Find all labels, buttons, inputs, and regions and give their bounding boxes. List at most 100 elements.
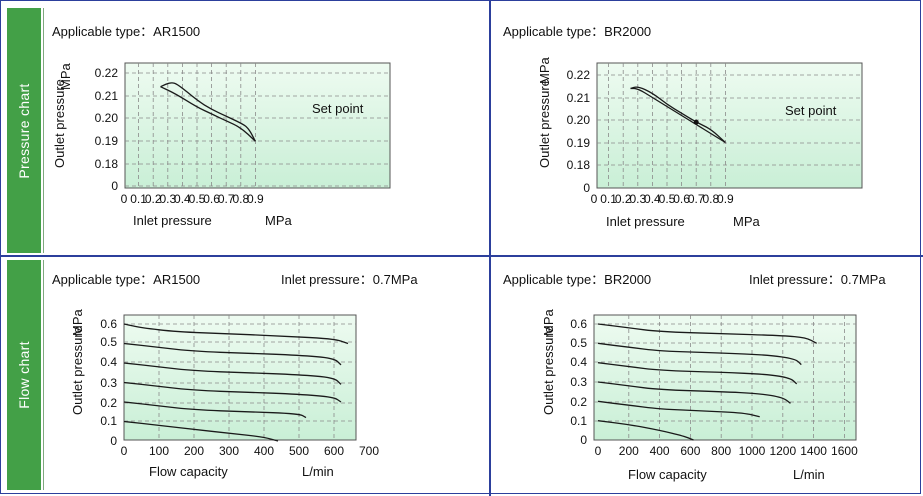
flow-ar1500-y-axis-unit: MPa (70, 309, 85, 337)
flow-ar1500-x-axis-unit: L/min (302, 464, 334, 479)
flow-br2000-y-tick-label: 0.3 (570, 375, 587, 389)
column-divider (489, 0, 491, 496)
pressure-ar1500-y-tick-label: 0.22 (95, 66, 119, 80)
flow-ar1500-x-tick-label: 300 (219, 444, 239, 458)
flow-br2000-x-tick-label: 800 (711, 444, 731, 458)
pressure-ar1500-x-tick-label: 0.5 (189, 192, 206, 206)
pressure-ar1500-y-axis-unit: MPa (58, 63, 73, 91)
flow-br2000-y-tick-label: 0.1 (570, 414, 587, 428)
pressure-br2000-y-axis-label: Outlet pressure (537, 79, 552, 168)
flow-ar1500-y-tick-label: 0 (110, 434, 117, 448)
flow-br2000-y-tick-label: 0 (580, 433, 587, 447)
pressure-br2000-set-point-marker (693, 119, 699, 125)
pressure-br2000-x-axis-label: Inlet pressure (606, 214, 685, 229)
flow-br2000-y-tick-label: 0.5 (570, 336, 587, 350)
flow-br2000-x-axis-unit: L/min (793, 467, 825, 482)
flow-br2000-x-tick-label: 0 (595, 444, 602, 458)
row-divider (0, 255, 923, 257)
flow-ar1500-x-axis-label: Flow capacity (149, 464, 228, 479)
pressure-ar1500-series-0-line (160, 86, 256, 142)
pressure-ar1500-set-point-label: Set point (312, 101, 364, 116)
flow-ar1500-series-1-line (123, 342, 342, 366)
pressure-br2000-x-tick-label: 0.7 (688, 192, 705, 206)
pressure-ar1500-x-tick-label: 0.4 (174, 192, 191, 206)
pressure-br2000-set-point-label: Set point (785, 103, 837, 118)
pressure-br2000-y-tick-label: 0.18 (567, 158, 591, 172)
flow-br2000-x-tick-label: 600 (680, 444, 700, 458)
chart-layer: 0 0.10.20.30.40.50.60.70.80.90.220.210.20… (52, 57, 863, 482)
pressure-ar1500-x-tick-label: 0.9 (247, 192, 264, 206)
flow-br2000-y-tick-label: 0.6 (570, 317, 587, 331)
pressure-br2000-x-tick-label: 0.8 (702, 192, 719, 206)
flow-br2000-x-tick-label: 1600 (831, 444, 858, 458)
p3-type-label: Applicable type：AR1500 (52, 272, 201, 287)
p4-type-label: Applicable type：BR2000 (503, 272, 652, 287)
pressure-ar1500-x-tick-label: 0 (121, 192, 128, 206)
p2-type-label: Applicable type：BR2000 (503, 24, 652, 39)
flow-ar1500-y-tick-label: 0.2 (100, 396, 117, 410)
flow-ar1500-x-tick-label: 400 (254, 444, 274, 458)
pressure-br2000-y-tick-label: 0 (583, 181, 590, 195)
flow-br2000-series-0-line (597, 323, 818, 344)
flow-br2000-y-tick-label: 0.4 (570, 355, 587, 369)
pressure-br2000-x-tick-label: 0 (591, 192, 598, 206)
pressure-br2000-y-axis-unit: MPa (537, 57, 552, 85)
pressure-ar1500-plot-area (124, 62, 391, 189)
flow-br2000-x-tick-label: 400 (650, 444, 670, 458)
pressure-ar1500-x-tick-label: 0.3 (159, 192, 176, 206)
p1-type-label: Applicable type：AR1500 (52, 24, 201, 39)
flow-ar1500-x-tick-label: 200 (184, 444, 204, 458)
pressure-br2000-plot-area (596, 62, 863, 189)
flow-br2000-series-1-line (597, 342, 802, 366)
pressure-ar1500-x-axis-label: Inlet pressure (133, 213, 212, 228)
pressure-br2000-x-tick-label: 0.6 (673, 192, 690, 206)
pressure-ar1500-x-tick-label: 0.8 (232, 192, 249, 206)
pressure-ar1500-x-tick-label: 0.2 (145, 192, 162, 206)
pressure-br2000-y-tick-label: 0.21 (567, 91, 591, 105)
flow-br2000-x-axis-label: Flow capacity (628, 467, 707, 482)
flow-chart-sidebar: Flow chart (7, 260, 41, 490)
pressure-br2000-x-tick-label: 0.2 (615, 192, 632, 206)
pressure-br2000-series-1-line (630, 86, 726, 143)
pressure-ar1500-y-tick-label: 0 (111, 179, 118, 193)
flow-br2000-x-tick-label: 1400 (800, 444, 827, 458)
flow-br2000-x-tick-label: 1000 (739, 444, 766, 458)
flow-br2000-y-axis-label: Outlet pressure (541, 326, 556, 415)
flow-ar1500-series-5-line (123, 420, 279, 442)
pressure-ar1500-x-tick-label: 0.6 (203, 192, 220, 206)
flow-ar1500-series-3-line (123, 381, 342, 403)
flow-ar1500-y-tick-label: 0.1 (100, 414, 117, 428)
pressure-br2000-x-tick-label: 0.4 (644, 192, 661, 206)
pressure-chart-sidebar: Pressure chart (7, 8, 41, 253)
flow-ar1500-y-axis-label: Outlet pressure (70, 326, 85, 415)
p4-inlet-label: Inlet pressure：0.7MPa (749, 272, 886, 287)
flow-ar1500-x-tick-label: 700 (359, 444, 379, 458)
flow-br2000-plot-area (593, 314, 857, 441)
flow-br2000-series-2-line (597, 362, 798, 385)
pressure-ar1500-y-axis-label: Outlet pressure (52, 79, 67, 168)
pressure-br2000-y-tick-label: 0.19 (567, 136, 591, 150)
flow-ar1500-series-2-line (123, 362, 342, 385)
flow-ar1500-y-tick-label: 0.5 (100, 335, 117, 349)
pressure-ar1500-y-tick-label: 0.18 (95, 157, 119, 171)
pressure-ar1500-y-tick-label: 0.21 (95, 89, 119, 103)
flow-br2000-y-axis-unit: MPa (541, 309, 556, 337)
flow-ar1500-series-0-line (123, 323, 349, 345)
pressure-br2000-x-tick-label: 0.3 (629, 192, 646, 206)
flow-br2000-y-tick-label: 0.2 (570, 395, 587, 409)
sidebar-separator (43, 260, 44, 490)
flow-br2000-x-tick-label: 1200 (769, 444, 796, 458)
pressure-br2000-y-tick-label: 0.20 (567, 113, 591, 127)
flow-ar1500-y-tick-label: 0.4 (100, 355, 117, 369)
flow-br2000-series-4-line (597, 400, 760, 418)
flow-ar1500-x-tick-label: 500 (289, 444, 309, 458)
pressure-br2000-y-tick-label: 0.22 (567, 68, 591, 82)
pressure-ar1500-x-axis-unit: MPa (265, 213, 293, 228)
flow-ar1500-y-tick-label: 0.6 (100, 317, 117, 331)
flow-ar1500-x-tick-label: 100 (149, 444, 169, 458)
pressure-ar1500-x-tick-label: 0.1 (130, 192, 147, 206)
pressure-br2000-x-tick-label: 0.1 (600, 192, 617, 206)
pressure-ar1500-y-tick-label: 0.20 (95, 111, 119, 125)
sidebar-separator (43, 8, 44, 253)
